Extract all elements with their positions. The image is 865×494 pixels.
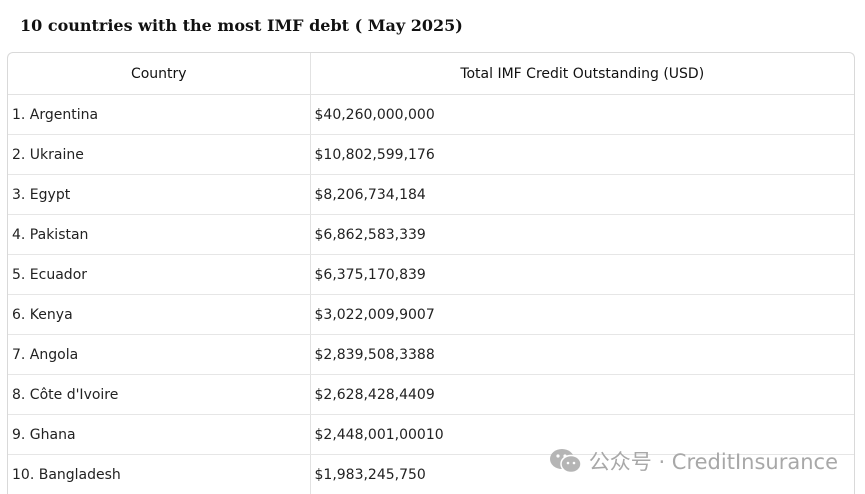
- table-row: 8. Côte d'Ivoire$2,628,428,4409: [8, 375, 854, 415]
- watermark-text: 公众号 · CreditInsurance: [589, 446, 838, 476]
- country-cell: 8. Côte d'Ivoire: [8, 375, 310, 415]
- watermark: 公众号 · CreditInsurance: [549, 446, 838, 476]
- debt-table: Country Total IMF Credit Outstanding (US…: [8, 53, 854, 494]
- credit-cell: $40,260,000,000: [310, 95, 854, 135]
- table-row: 1. Argentina$40,260,000,000: [8, 95, 854, 135]
- credit-cell: $2,839,508,3388: [310, 335, 854, 375]
- table-row: 5. Ecuador$6,375,170,839: [8, 255, 854, 295]
- table-row: 7. Angola$2,839,508,3388: [8, 335, 854, 375]
- country-cell: 6. Kenya: [8, 295, 310, 335]
- credit-cell: $8,206,734,184: [310, 175, 854, 215]
- table-row: 4. Pakistan$6,862,583,339: [8, 215, 854, 255]
- credit-cell: $6,375,170,839: [310, 255, 854, 295]
- country-cell: 7. Angola: [8, 335, 310, 375]
- country-cell: 2. Ukraine: [8, 135, 310, 175]
- country-cell: 10. Bangladesh: [8, 455, 310, 494]
- table-row: 3. Egypt$8,206,734,184: [8, 175, 854, 215]
- credit-cell: $2,628,428,4409: [310, 375, 854, 415]
- table-row: 2. Ukraine$10,802,599,176: [8, 135, 854, 175]
- table-header-row: Country Total IMF Credit Outstanding (US…: [8, 53, 854, 95]
- credit-cell: $3,022,009,9007: [310, 295, 854, 335]
- table-row: 6. Kenya$3,022,009,9007: [8, 295, 854, 335]
- credit-cell: $10,802,599,176: [310, 135, 854, 175]
- credit-cell: $6,862,583,339: [310, 215, 854, 255]
- column-header-credit: Total IMF Credit Outstanding (USD): [310, 53, 854, 95]
- country-cell: 9. Ghana: [8, 415, 310, 455]
- wechat-icon: [549, 448, 583, 474]
- country-cell: 5. Ecuador: [8, 255, 310, 295]
- column-header-country: Country: [8, 53, 310, 95]
- page-title: 10 countries with the most IMF debt ( Ma…: [20, 16, 463, 35]
- debt-table-container: Country Total IMF Credit Outstanding (US…: [7, 52, 855, 494]
- country-cell: 3. Egypt: [8, 175, 310, 215]
- country-cell: 4. Pakistan: [8, 215, 310, 255]
- country-cell: 1. Argentina: [8, 95, 310, 135]
